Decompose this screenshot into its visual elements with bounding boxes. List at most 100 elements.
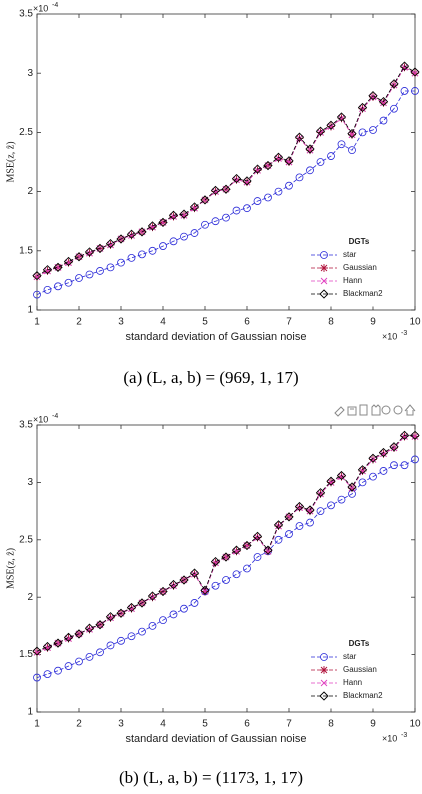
- legend-title: DGTs: [349, 639, 370, 648]
- marker: [390, 104, 398, 113]
- marker: [315, 488, 326, 498]
- marker: [294, 132, 305, 142]
- marker: [368, 91, 378, 101]
- series-line: [36, 90, 415, 295]
- marker: [147, 221, 158, 231]
- marker: [316, 158, 325, 166]
- marker: [317, 490, 324, 498]
- marker: [294, 501, 305, 512]
- marker: [337, 140, 346, 149]
- marker: [233, 176, 240, 184]
- marker: [201, 220, 209, 229]
- marker: [336, 470, 347, 481]
- marker: [147, 591, 158, 601]
- marker: [211, 217, 220, 226]
- legend-label: Blackman2: [343, 289, 383, 298]
- marker: [411, 455, 419, 464]
- legend-marker: [320, 277, 328, 285]
- x-exponent: -3: [401, 732, 407, 739]
- y-multiplier: ×10: [33, 414, 48, 424]
- zoom-out-icon[interactable]: [393, 405, 403, 415]
- brush-icon[interactable]: [334, 406, 345, 417]
- marker: [33, 673, 41, 682]
- marker: [210, 185, 221, 196]
- marker: [168, 210, 179, 220]
- x-tick-label: 5: [202, 719, 208, 730]
- marker: [326, 476, 336, 486]
- marker: [400, 461, 409, 470]
- marker: [211, 581, 220, 590]
- x-exponent: -3: [401, 330, 407, 337]
- marker: [128, 605, 135, 612]
- marker: [159, 616, 167, 625]
- marker: [390, 444, 398, 452]
- legend-marker: [319, 289, 329, 299]
- marker: [95, 620, 105, 630]
- marker: [379, 116, 388, 125]
- series-line: [36, 65, 416, 277]
- y-axis-label: MSE(z, ẑ): [5, 548, 16, 589]
- marker: [126, 602, 137, 613]
- marker: [263, 545, 273, 555]
- marker: [180, 604, 188, 613]
- marker: [32, 646, 42, 656]
- x-tick-label: 9: [370, 719, 376, 730]
- marker: [64, 662, 73, 670]
- marker: [399, 430, 410, 440]
- x-tick-label: 10: [409, 719, 421, 730]
- x-tick-label: 2: [76, 719, 82, 730]
- marker: [138, 250, 146, 259]
- marker: [201, 588, 209, 595]
- marker: [180, 211, 188, 219]
- export-icon[interactable]: [347, 406, 357, 416]
- legend-label: Gaussian: [343, 665, 377, 674]
- series-line: [36, 434, 415, 652]
- marker: [389, 442, 399, 452]
- marker: [32, 271, 42, 281]
- marker: [191, 204, 198, 212]
- marker: [107, 614, 114, 622]
- marker: [390, 461, 398, 470]
- x-tick-label: 9: [370, 317, 376, 328]
- marker: [327, 123, 335, 130]
- marker: [127, 632, 136, 641]
- marker: [137, 598, 147, 608]
- marker: [189, 568, 200, 578]
- marker: [253, 553, 262, 561]
- x-axis-label: standard deviation of Gaussian noise: [125, 733, 306, 745]
- marker: [368, 453, 378, 463]
- marker: [295, 173, 304, 182]
- x-tick-label: 10: [409, 317, 421, 328]
- x-multiplier: ×10: [382, 331, 397, 341]
- marker: [411, 433, 419, 440]
- marker: [357, 465, 368, 475]
- x-tick-label: 7: [286, 719, 292, 730]
- y-exponent: -4: [52, 413, 58, 420]
- data-tip-icon[interactable]: [359, 404, 368, 416]
- marker: [411, 87, 419, 95]
- marker: [316, 507, 325, 516]
- marker: [327, 501, 335, 510]
- marker: [274, 187, 283, 196]
- marker: [127, 254, 136, 262]
- marker: [275, 155, 282, 162]
- y-tick-label: 2: [27, 592, 33, 603]
- legend-label: Gaussian: [343, 263, 377, 272]
- marker: [369, 126, 377, 134]
- marker: [222, 213, 230, 222]
- marker: [106, 263, 115, 272]
- marker: [348, 146, 356, 155]
- marker: [389, 79, 399, 89]
- y-multiplier: ×10: [33, 3, 48, 13]
- home-icon[interactable]: [404, 404, 416, 416]
- zoom-in-icon[interactable]: [381, 405, 391, 415]
- marker: [306, 518, 314, 527]
- pan-icon[interactable]: [371, 404, 381, 416]
- marker: [410, 67, 420, 77]
- marker: [54, 282, 62, 291]
- y-tick-label: 2.5: [19, 534, 33, 545]
- x-tick-label: 4: [160, 719, 166, 730]
- legend-marker: [320, 666, 328, 674]
- marker: [64, 278, 73, 287]
